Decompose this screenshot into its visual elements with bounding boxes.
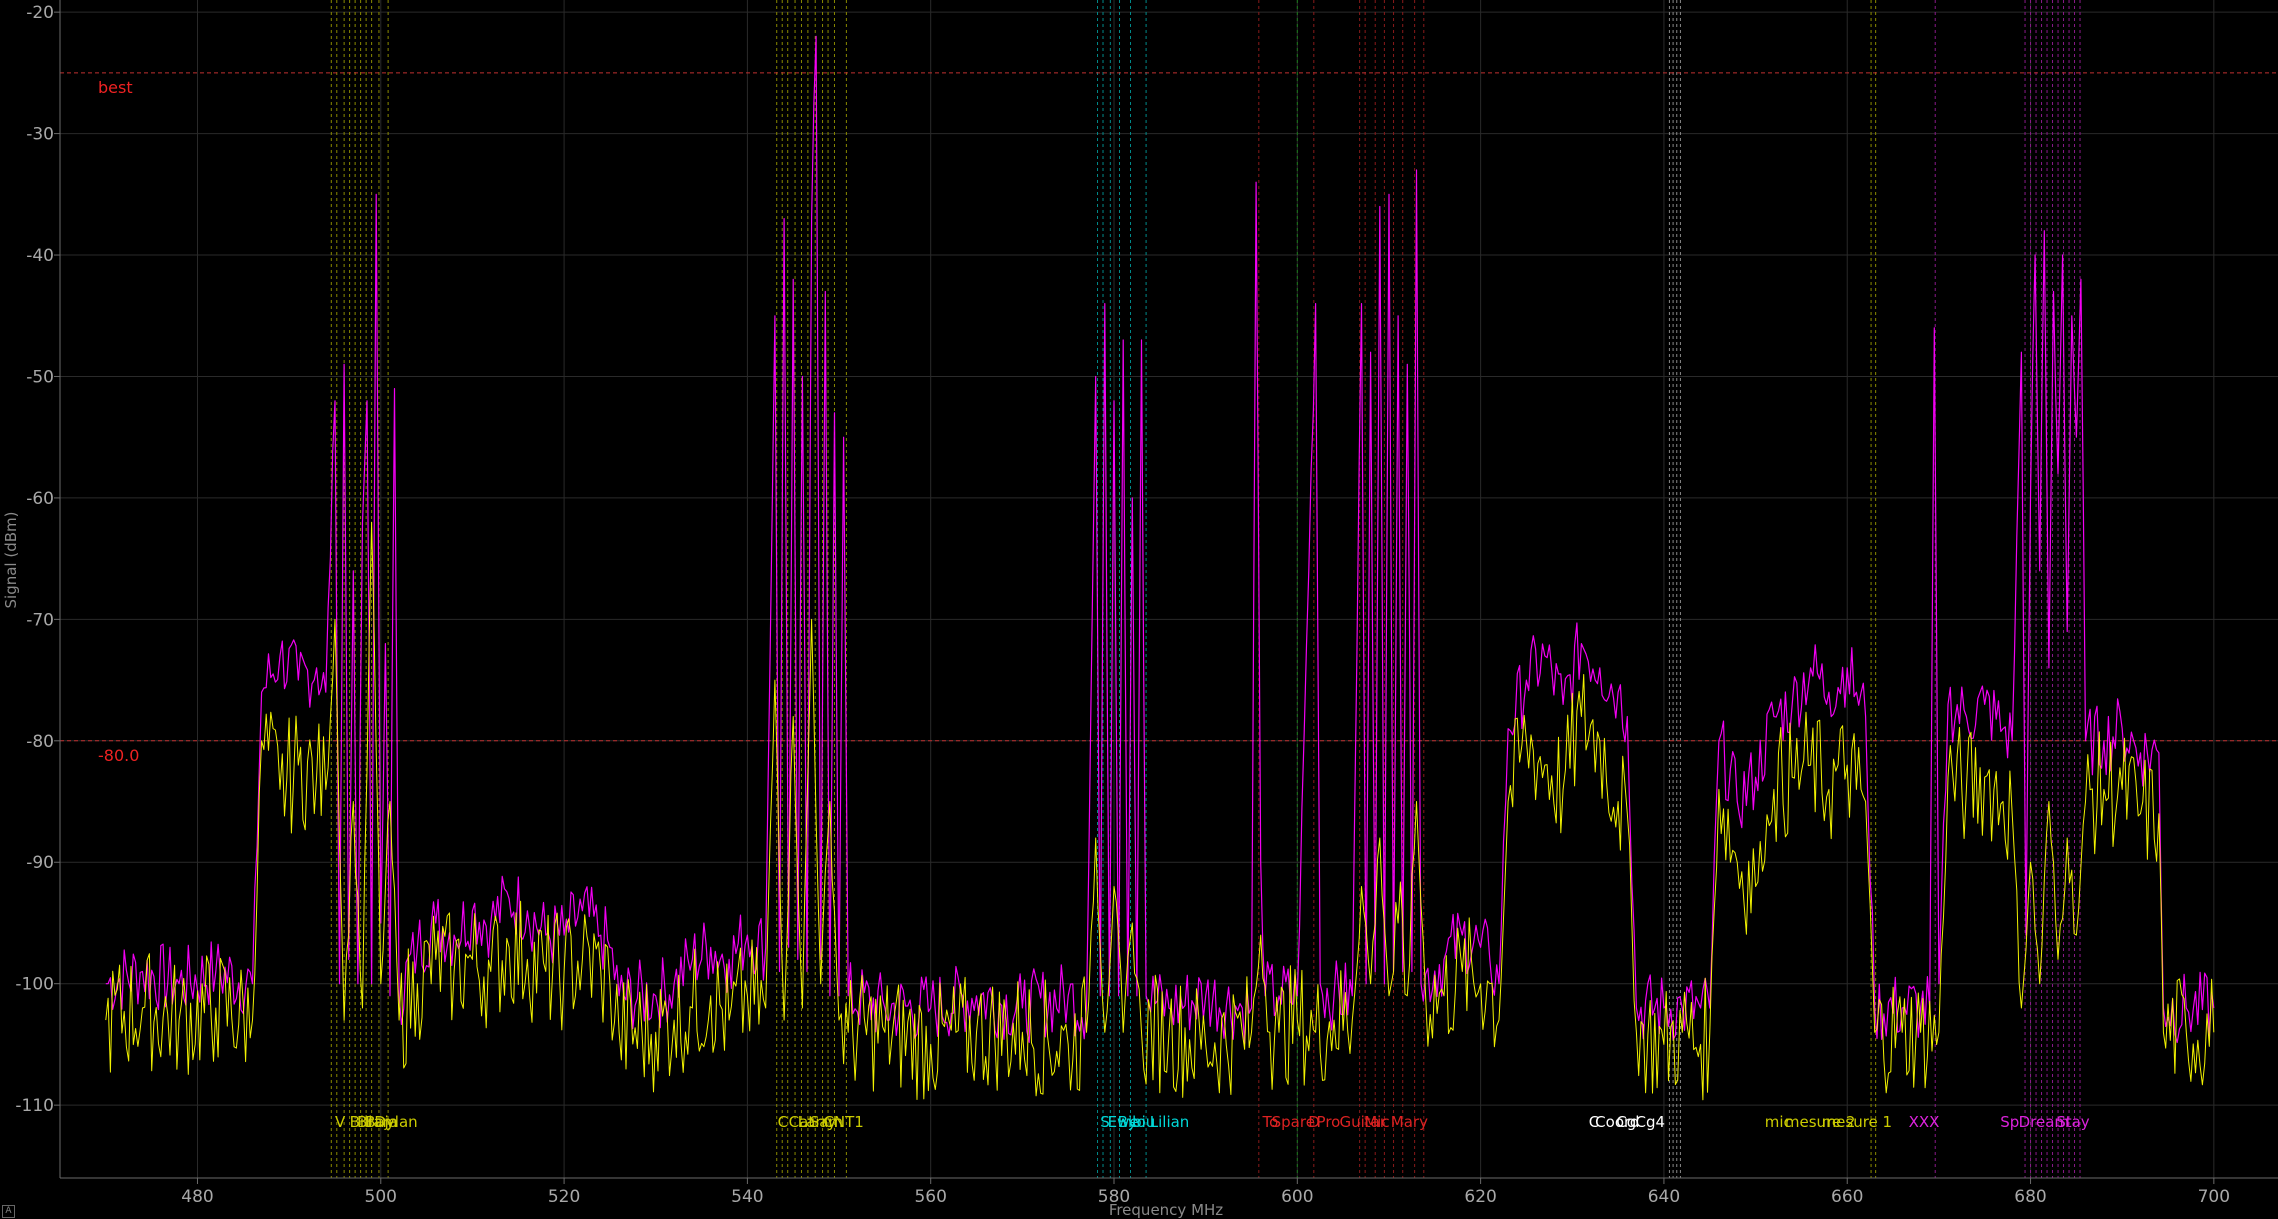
x-tick-label: 600: [1281, 1187, 1313, 1207]
marker-label: Cat: [789, 1113, 815, 1131]
y-tick-label: -100: [15, 975, 54, 995]
x-tick-label: 580: [1098, 1187, 1130, 1207]
marker-label: To: [1261, 1113, 1278, 1131]
marker-label: CNT1: [823, 1113, 863, 1131]
marker-label: C: [1589, 1113, 1599, 1131]
y-tick-label: -20: [26, 3, 54, 23]
marker-label: Spare: [1272, 1113, 1315, 1131]
marker-label: Dream: [2019, 1113, 2069, 1131]
frequency-marker-lines: [330, 0, 2081, 1178]
y-axis-title: Signal (dBm): [2, 512, 20, 609]
y-tick-label: -70: [26, 610, 54, 630]
signal-traces: [105, 35, 2215, 1101]
marker-label: D: [1308, 1113, 1320, 1131]
grid-lines: [60, 0, 2278, 1178]
marker-label: mesure 2: [1785, 1113, 1856, 1131]
axes: -20 -30 -40 -50 -60 -70 -80 -90 -100 -110 480 500 52…: [15, 0, 2278, 1207]
marker-label: Guitar: [1339, 1113, 1386, 1131]
marker-label: Mary: [1391, 1113, 1428, 1131]
x-tick-label: 700: [2198, 1187, 2230, 1207]
x-tick-label: 680: [2014, 1187, 2046, 1207]
marker-label: Stay: [2056, 1113, 2090, 1131]
marker-label: mesure 1: [1822, 1113, 1893, 1131]
x-tick-label: 640: [1648, 1187, 1680, 1207]
marker-label: Dylan: [374, 1113, 417, 1131]
y-tick-label: -90: [26, 853, 54, 873]
marker-label: V: [335, 1113, 346, 1131]
marker-label: Mic: [1364, 1113, 1389, 1131]
resize-corner-icon[interactable]: A: [2, 1205, 15, 1218]
x-tick-label: 520: [548, 1187, 580, 1207]
signal-trace: [105, 521, 2215, 1101]
marker-label: XXX: [1909, 1113, 1940, 1131]
marker-label: you: [1128, 1113, 1156, 1131]
marker-label: Sp: [2000, 1113, 2019, 1131]
marker-label: Bibi: [1118, 1113, 1146, 1131]
y-tick-label: -50: [26, 367, 54, 387]
marker-label: Larry: [798, 1113, 837, 1131]
x-tick-label: 560: [914, 1187, 946, 1207]
x-tick-label: 500: [365, 1187, 397, 1207]
y-tick-label: -30: [26, 125, 54, 145]
x-tick-label: 620: [1464, 1187, 1496, 1207]
marker-label: Sam: [810, 1113, 843, 1131]
x-tick-label: 540: [731, 1187, 763, 1207]
marker-label: Ewe: [1108, 1113, 1139, 1131]
reference-line-label: -80.0: [98, 746, 139, 765]
marker-label: Bill: [350, 1113, 373, 1131]
y-tick-label: -60: [26, 489, 54, 509]
x-axis-title: Frequency MHz: [1109, 1201, 1223, 1219]
x-tick-label: 660: [1831, 1187, 1863, 1207]
marker-label: S: [1100, 1113, 1110, 1131]
reference-line-label: best: [98, 78, 133, 97]
marker-label: Bram: [357, 1113, 397, 1131]
marker-label: Baja: [365, 1113, 398, 1131]
marker-label: mic: [1765, 1113, 1792, 1131]
y-tick-label: -110: [15, 1096, 54, 1116]
y-tick-label: -80: [26, 732, 54, 752]
signal-trace: [105, 35, 2215, 1044]
x-tick-label: 480: [181, 1187, 213, 1207]
marker-label: Cg4: [1636, 1113, 1666, 1131]
marker-label: Pro: [1317, 1113, 1341, 1131]
y-tick-label: -40: [26, 246, 54, 266]
marker-label: Coord: [1595, 1113, 1639, 1131]
marker-label: Cg: [1616, 1113, 1636, 1131]
marker-label: Lilian: [1150, 1113, 1190, 1131]
reference-lines: best -80.0: [60, 72, 2278, 765]
marker-label: C: [778, 1113, 788, 1131]
